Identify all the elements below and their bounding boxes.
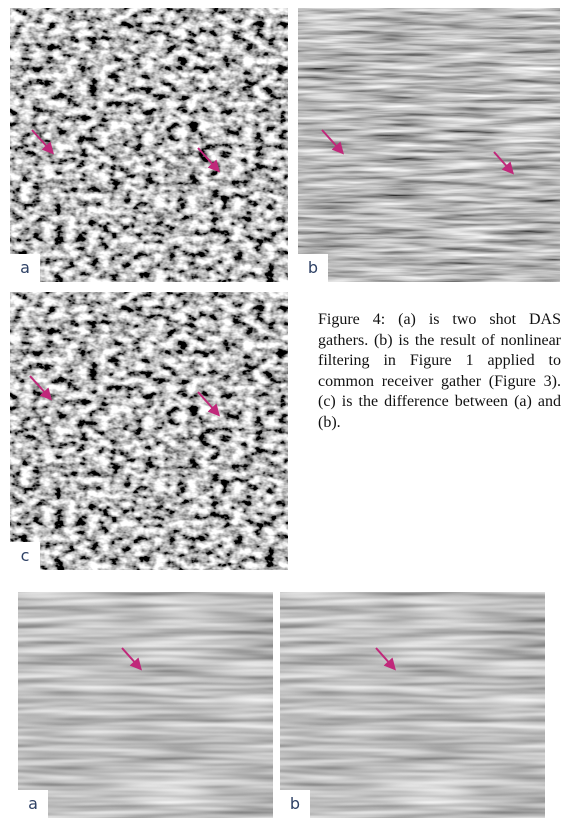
panel-label: c [10,542,40,570]
seismic-image [280,592,545,818]
panel-label: a [10,254,40,282]
seismic-image [10,292,288,570]
seismic-image [18,592,273,818]
seismic-image [298,8,560,282]
panel-top-c: c [10,292,288,570]
panel-label: b [280,790,310,818]
figure-caption: Figure 4: (a) is two shot DAS gathers. (… [318,310,561,434]
panel-label: b [298,254,328,282]
page: {"top_figure": {"panels": [{"label": "a"… [0,0,574,824]
seismic-image [10,8,288,282]
panel-top-a: a [10,8,288,282]
panel-bottom-a: a [18,592,273,818]
panel-top-b: b [298,8,560,282]
panel-bottom-b: b [280,592,545,818]
panel-label: a [18,790,48,818]
